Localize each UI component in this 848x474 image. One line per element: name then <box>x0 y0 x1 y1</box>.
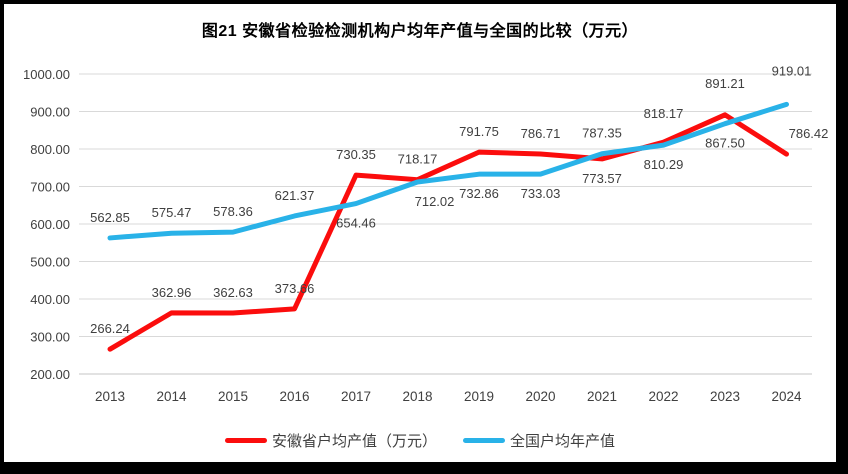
x-axis-label: 2021 <box>587 389 617 404</box>
x-axis-label: 2015 <box>218 389 248 404</box>
data-label: 791.75 <box>459 124 499 139</box>
anhui-series-line <box>107 112 789 352</box>
x-axis-label: 2017 <box>341 389 371 404</box>
y-tick-label: 500.00 <box>30 255 70 270</box>
x-axis-label: 2013 <box>95 389 125 404</box>
data-label: 575.47 <box>152 205 192 220</box>
data-label: 712.02 <box>415 194 455 209</box>
legend-item-anhui: 安徽省户均产值（万元） <box>224 430 437 451</box>
y-tick-label: 1000.00 <box>23 67 70 82</box>
data-label: 891.21 <box>705 76 745 91</box>
x-axis-label: 2024 <box>771 389 802 404</box>
data-label: 654.46 <box>336 216 376 231</box>
chart-title: 图21 安徽省检验检测机构户均年产值与全国的比较（万元） <box>201 23 639 40</box>
x-axis-label: 2019 <box>464 389 494 404</box>
data-label: 621.37 <box>275 188 315 203</box>
data-label: 362.63 <box>213 285 253 300</box>
data-label: 266.24 <box>90 321 130 336</box>
legend-label-anhui: 安徽省户均产值（万元） <box>271 433 437 450</box>
data-label: 919.01 <box>772 63 812 78</box>
data-label: 773.57 <box>582 171 622 186</box>
y-tick-label: 900.00 <box>30 105 70 120</box>
data-label: 867.50 <box>705 136 745 151</box>
legend-item-national: 全国户均年产值 <box>463 430 615 451</box>
x-axis-label: 2022 <box>648 389 678 404</box>
data-label: 718.17 <box>398 152 438 167</box>
line-chart: 200.00 300.00 400.00 500.00 600.00 700.00 800.… <box>23 63 829 404</box>
y-tick-label: 300.00 <box>30 330 70 345</box>
y-tick-label: 600.00 <box>30 217 70 232</box>
x-axis-label: 2018 <box>402 389 432 404</box>
data-label: 786.42 <box>789 126 829 141</box>
national-series-line <box>107 101 789 241</box>
y-tick-label: 200.00 <box>30 367 70 382</box>
anhui-series-line-icon <box>224 438 267 443</box>
chart-container: 图21 安徽省检验检测机构户均年产值与全国的比较（万元） 200.00 300.0… <box>4 4 836 462</box>
data-label: 818.17 <box>644 106 684 121</box>
data-label: 787.35 <box>582 126 622 141</box>
y-tick-label: 800.00 <box>30 142 70 157</box>
legend-label-national: 全国户均年产值 <box>510 433 616 450</box>
data-label: 733.03 <box>521 186 561 201</box>
data-label: 730.35 <box>336 147 376 162</box>
chart-legend: 安徽省户均产值（万元） 全国户均年产值 <box>4 430 836 451</box>
x-axis-label: 2016 <box>279 389 309 404</box>
data-label: 362.96 <box>152 285 192 300</box>
x-axis-label: 2023 <box>710 389 740 404</box>
y-tick-label: 400.00 <box>30 292 70 307</box>
data-label: 732.86 <box>459 186 499 201</box>
x-axis-label: 2020 <box>525 389 555 404</box>
data-label: 786.71 <box>521 126 561 141</box>
x-axis-label: 2014 <box>156 389 187 404</box>
data-label: 373.66 <box>275 281 315 296</box>
data-label: 562.85 <box>90 210 130 225</box>
national-series-line-icon <box>463 438 505 443</box>
y-tick-label: 700.00 <box>30 180 70 195</box>
data-label: 578.36 <box>213 204 253 219</box>
data-label: 810.29 <box>644 157 684 172</box>
